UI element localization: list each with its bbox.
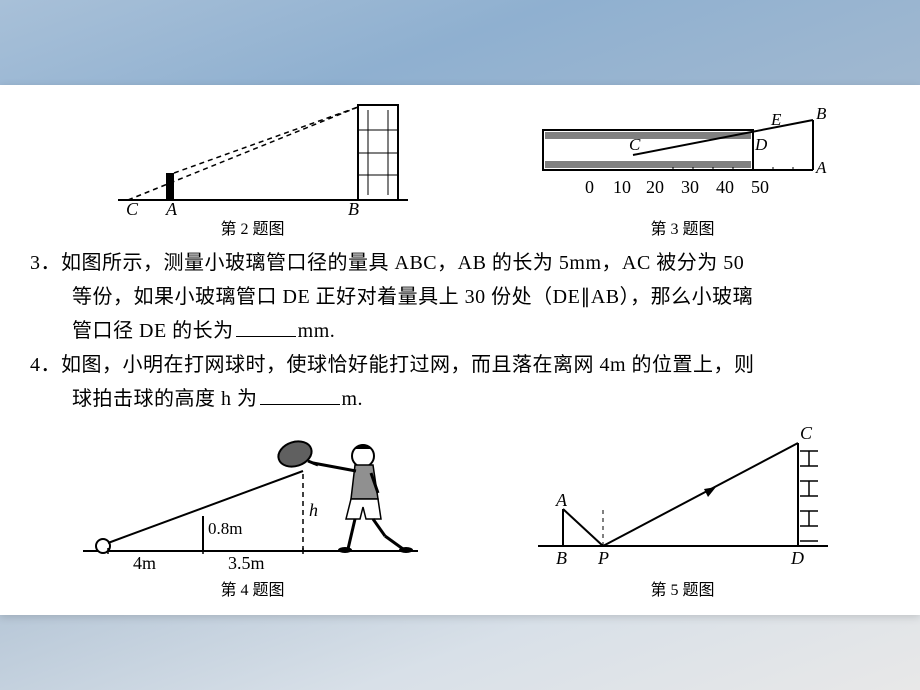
figure-5-svg: A B P D C: [518, 421, 848, 576]
fig3-tick-2: 20: [646, 177, 664, 197]
q3-line3: 管口径 DE 的长为 mm.: [30, 315, 890, 347]
figure-5-caption: 第 5 题图: [518, 578, 848, 604]
fig3-tick-1: 10: [613, 177, 631, 197]
q4-blank: [260, 384, 340, 405]
fig5-B: B: [556, 548, 567, 568]
figure-2-svg: C A B: [88, 95, 418, 215]
fig5-P: P: [597, 548, 609, 568]
bottom-figure-row: 4m 3.5m 0.8m h 第 4 题图: [30, 421, 890, 604]
fig2-label-B: B: [348, 199, 359, 215]
figure-5: A B P D C 第 5 题图: [518, 421, 848, 604]
fig5-D: D: [790, 548, 804, 568]
top-figure-row: C A B 第 2 题图: [30, 95, 890, 243]
fig2-label-A: A: [165, 199, 178, 215]
fig3-label-A: A: [815, 158, 827, 177]
q3-text-part3b: mm.: [298, 320, 336, 342]
q3-text-part3a: 管口径 DE 的长为: [72, 320, 234, 342]
q4-line1: 4．如图，小明在打网球时，使球恰好能打过网，而且落在离网 4m 的位置上，则: [30, 349, 890, 381]
q3-line1: 3．如图所示，测量小玻璃管口径的量具 ABC，AB 的长为 5mm，AC 被分为…: [30, 247, 890, 279]
figure-3-caption: 第 3 题图: [533, 217, 833, 243]
figure-4-caption: 第 4 题图: [73, 578, 433, 604]
fig3-tick-4: 40: [716, 177, 734, 197]
fig4-netH: 0.8m: [208, 519, 242, 538]
figure-3-svg: C D E B A 0 10 20 30 40 50: [533, 95, 833, 215]
figure-3: C D E B A 0 10 20 30 40 50 第 3 题图: [533, 95, 833, 243]
q3-blank: [236, 316, 296, 337]
q3-line2: 等份，如果小玻璃管口 DE 正好对着量具上 30 份处（DE∥AB），那么小玻璃: [30, 281, 890, 313]
q4-text-part1: 如图，小明在打网球时，使球恰好能打过网，而且落在离网 4m 的位置上，则: [61, 354, 755, 376]
fig5-A: A: [555, 490, 568, 510]
fig4-d1: 4m: [133, 553, 156, 573]
fig3-label-C: C: [629, 135, 641, 154]
figure-2-caption: 第 2 题图: [88, 217, 418, 243]
fig2-label-C: C: [126, 199, 139, 215]
fig3-label-E: E: [770, 110, 782, 129]
q4-text-part2b: m.: [342, 388, 364, 410]
fig3-tick-3: 30: [681, 177, 699, 197]
figure-2: C A B 第 2 题图: [88, 95, 418, 243]
q4-text-part2a: 球拍击球的高度 h 为: [72, 388, 258, 410]
fig3-tick-0: 0: [585, 177, 594, 197]
fig4-d2: 3.5m: [228, 553, 265, 573]
q4-line2: 球拍击球的高度 h 为 m.: [30, 383, 890, 415]
figure-4: 4m 3.5m 0.8m h 第 4 题图: [73, 421, 433, 604]
fig4-h: h: [309, 500, 318, 520]
fig5-C: C: [800, 423, 813, 443]
fig3-label-B: B: [816, 104, 827, 123]
q3-number: 3．: [30, 252, 61, 274]
document-page: C A B 第 2 题图: [0, 85, 920, 615]
fig3-label-D: D: [754, 135, 768, 154]
q4-number: 4．: [30, 354, 61, 376]
q3-text-part1: 如图所示，测量小玻璃管口径的量具 ABC，AB 的长为 5mm，AC 被分为 5…: [61, 252, 744, 274]
figure-4-svg: 4m 3.5m 0.8m h: [73, 421, 433, 576]
fig3-tick-5: 50: [751, 177, 769, 197]
